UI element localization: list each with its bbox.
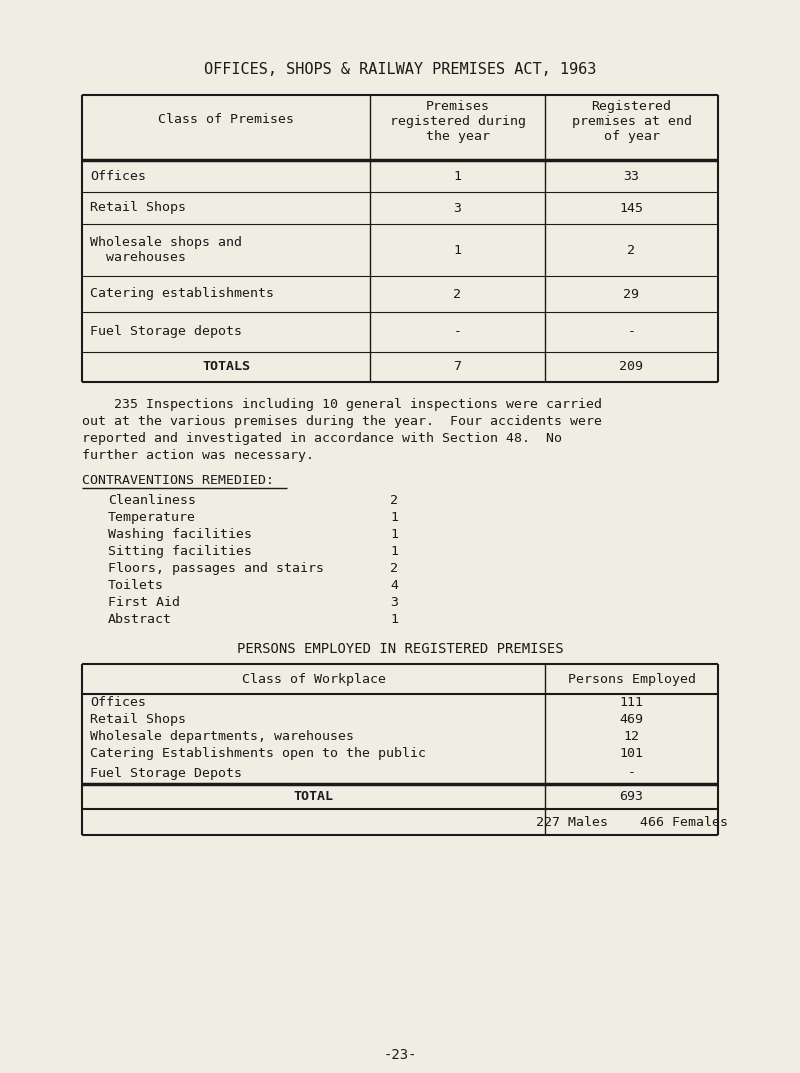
Text: 1: 1 (390, 613, 398, 626)
Text: 12: 12 (623, 730, 639, 743)
Text: 1: 1 (454, 244, 462, 256)
Text: Class of Workplace: Class of Workplace (242, 673, 386, 686)
Text: Wholesale departments, warehouses: Wholesale departments, warehouses (90, 730, 354, 743)
Text: TOTALS: TOTALS (202, 361, 250, 373)
Text: Retail Shops: Retail Shops (90, 202, 186, 215)
Text: 1: 1 (390, 528, 398, 541)
Text: Offices: Offices (90, 170, 146, 182)
Text: Class of Premises: Class of Premises (158, 113, 294, 126)
Text: 3: 3 (454, 202, 462, 215)
Text: 235 Inspections including 10 general inspections were carried: 235 Inspections including 10 general ins… (82, 398, 602, 411)
Text: -: - (454, 325, 462, 338)
Text: 3: 3 (390, 596, 398, 609)
Text: 227 Males    466 Females: 227 Males 466 Females (535, 815, 727, 828)
Text: further action was necessary.: further action was necessary. (82, 449, 314, 462)
Text: Cleanliness: Cleanliness (108, 494, 196, 508)
Text: 33: 33 (623, 170, 639, 182)
Text: reported and investigated in accordance with Section 48.  No: reported and investigated in accordance … (82, 432, 562, 445)
Text: Temperature: Temperature (108, 511, 196, 524)
Text: Premises
registered during
the year: Premises registered during the year (390, 100, 526, 143)
Text: 2: 2 (390, 494, 398, 508)
Text: Floors, passages and stairs: Floors, passages and stairs (108, 562, 324, 575)
Text: 469: 469 (619, 712, 643, 726)
Text: Registered
premises at end
of year: Registered premises at end of year (571, 100, 691, 143)
Text: 1: 1 (390, 511, 398, 524)
Text: Retail Shops: Retail Shops (90, 712, 186, 726)
Text: CONTRAVENTIONS REMEDIED:: CONTRAVENTIONS REMEDIED: (82, 474, 274, 487)
Text: 2: 2 (627, 244, 635, 256)
Text: 7: 7 (454, 361, 462, 373)
Text: out at the various premises during the year.  Four accidents were: out at the various premises during the y… (82, 415, 602, 428)
Text: 4: 4 (390, 579, 398, 592)
Text: Catering Establishments open to the public: Catering Establishments open to the publ… (90, 747, 426, 760)
Text: 101: 101 (619, 747, 643, 760)
Text: Persons Employed: Persons Employed (567, 673, 695, 686)
Text: 209: 209 (619, 361, 643, 373)
Text: Sitting facilities: Sitting facilities (108, 545, 252, 558)
Text: PERSONS EMPLOYED IN REGISTERED PREMISES: PERSONS EMPLOYED IN REGISTERED PREMISES (237, 642, 563, 656)
Text: TOTAL: TOTAL (294, 790, 334, 803)
Text: 111: 111 (619, 696, 643, 709)
Text: 1: 1 (390, 545, 398, 558)
Text: Catering establishments: Catering establishments (90, 288, 274, 300)
Text: Washing facilities: Washing facilities (108, 528, 252, 541)
Text: Fuel Storage Depots: Fuel Storage Depots (90, 766, 242, 779)
Text: First Aid: First Aid (108, 596, 180, 609)
Text: -23-: -23- (383, 1048, 417, 1062)
Text: Abstract: Abstract (108, 613, 172, 626)
Text: Toilets: Toilets (108, 579, 164, 592)
Text: Fuel Storage depots: Fuel Storage depots (90, 325, 242, 338)
Text: OFFICES, SHOPS & RAILWAY PREMISES ACT, 1963: OFFICES, SHOPS & RAILWAY PREMISES ACT, 1… (204, 62, 596, 77)
Text: 1: 1 (454, 170, 462, 182)
Text: Offices: Offices (90, 696, 146, 709)
Text: 29: 29 (623, 288, 639, 300)
Text: 145: 145 (619, 202, 643, 215)
Text: 693: 693 (619, 790, 643, 803)
Text: -: - (627, 766, 635, 779)
Text: 2: 2 (390, 562, 398, 575)
Text: Wholesale shops and
  warehouses: Wholesale shops and warehouses (90, 236, 242, 264)
Text: 2: 2 (454, 288, 462, 300)
Text: -: - (627, 325, 635, 338)
